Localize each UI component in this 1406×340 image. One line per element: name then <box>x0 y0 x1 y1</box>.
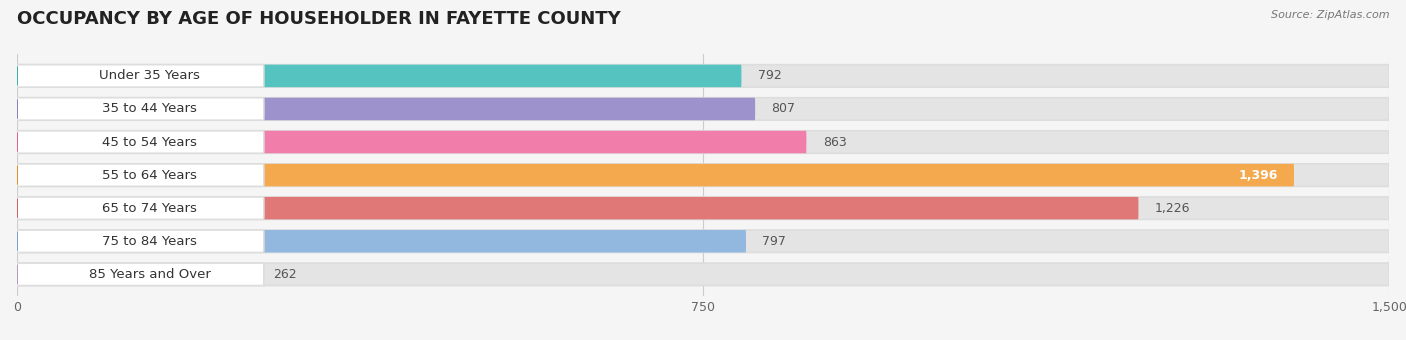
Text: 863: 863 <box>823 136 846 149</box>
FancyBboxPatch shape <box>17 131 264 153</box>
Text: 807: 807 <box>772 102 796 116</box>
FancyBboxPatch shape <box>17 197 1389 219</box>
Text: OCCUPANCY BY AGE OF HOUSEHOLDER IN FAYETTE COUNTY: OCCUPANCY BY AGE OF HOUSEHOLDER IN FAYET… <box>17 10 620 28</box>
FancyBboxPatch shape <box>17 263 256 286</box>
FancyBboxPatch shape <box>17 230 264 253</box>
Text: 262: 262 <box>273 268 297 281</box>
Text: Under 35 Years: Under 35 Years <box>98 69 200 82</box>
Text: 1,226: 1,226 <box>1154 202 1191 215</box>
FancyBboxPatch shape <box>17 98 755 120</box>
Text: 45 to 54 Years: 45 to 54 Years <box>103 136 197 149</box>
Text: 1,396: 1,396 <box>1239 169 1278 182</box>
FancyBboxPatch shape <box>17 263 264 286</box>
FancyBboxPatch shape <box>17 230 1389 253</box>
Text: 792: 792 <box>758 69 782 82</box>
FancyBboxPatch shape <box>17 164 264 186</box>
FancyBboxPatch shape <box>17 164 1389 186</box>
FancyBboxPatch shape <box>17 65 264 87</box>
Text: 797: 797 <box>762 235 786 248</box>
FancyBboxPatch shape <box>17 131 807 153</box>
Text: Source: ZipAtlas.com: Source: ZipAtlas.com <box>1271 10 1389 20</box>
Text: 65 to 74 Years: 65 to 74 Years <box>103 202 197 215</box>
FancyBboxPatch shape <box>17 230 747 253</box>
FancyBboxPatch shape <box>17 98 1389 120</box>
FancyBboxPatch shape <box>17 131 1389 153</box>
FancyBboxPatch shape <box>17 164 1294 186</box>
FancyBboxPatch shape <box>17 197 264 219</box>
FancyBboxPatch shape <box>17 98 264 120</box>
Text: 85 Years and Over: 85 Years and Over <box>89 268 211 281</box>
FancyBboxPatch shape <box>17 197 1139 219</box>
Text: 55 to 64 Years: 55 to 64 Years <box>103 169 197 182</box>
FancyBboxPatch shape <box>17 65 1389 87</box>
FancyBboxPatch shape <box>17 65 741 87</box>
FancyBboxPatch shape <box>17 263 1389 286</box>
Text: 75 to 84 Years: 75 to 84 Years <box>103 235 197 248</box>
Text: 35 to 44 Years: 35 to 44 Years <box>103 102 197 116</box>
